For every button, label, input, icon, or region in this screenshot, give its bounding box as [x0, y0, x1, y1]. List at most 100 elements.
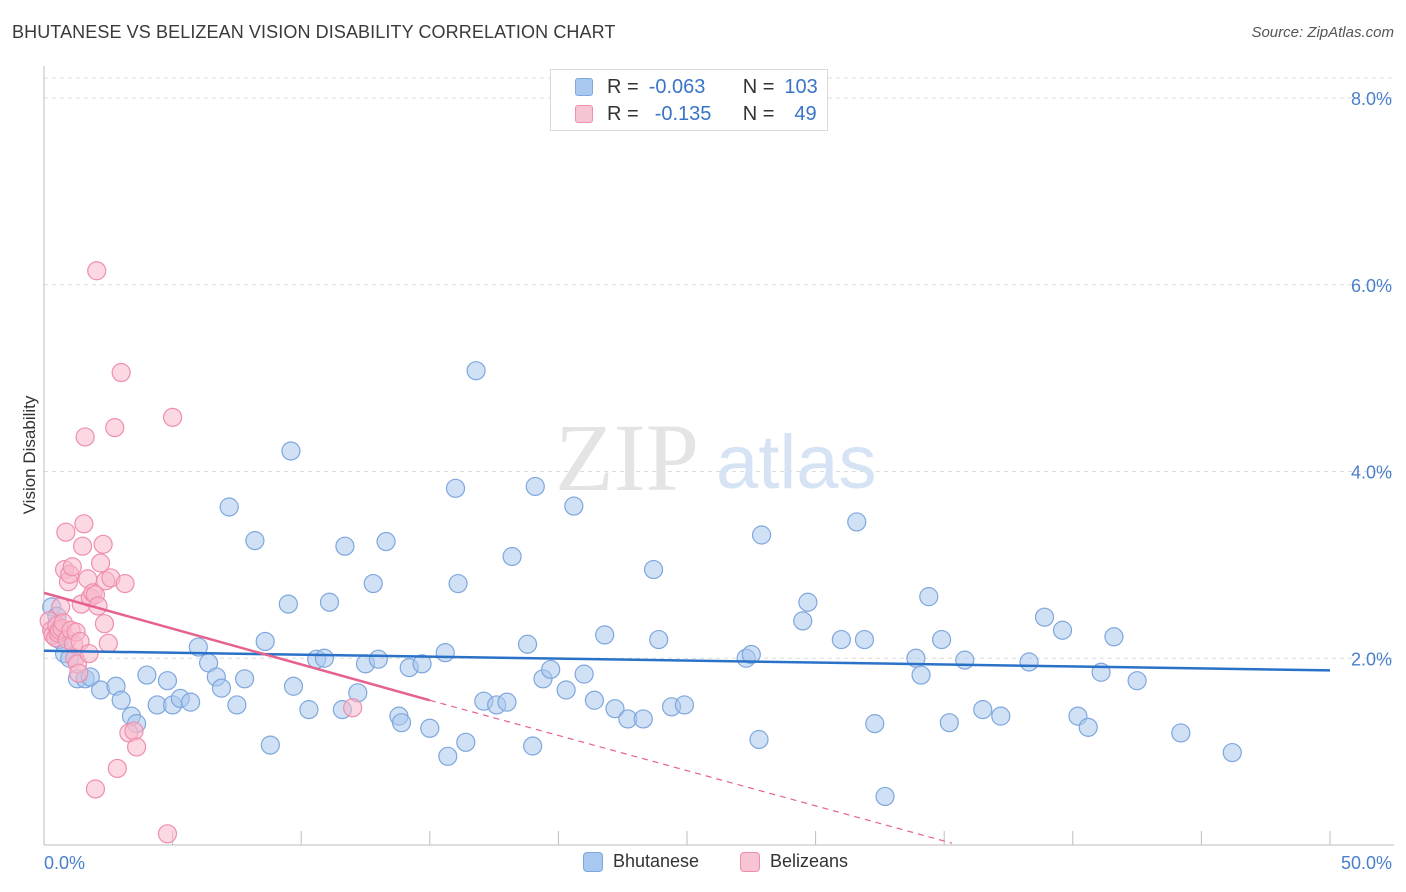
bhutanese-point — [445, 478, 466, 498]
belizeans-point — [124, 721, 144, 741]
bhutanese-point — [281, 441, 301, 461]
belizeans-point — [107, 758, 127, 779]
bhutanese-legend-swatch — [583, 851, 603, 872]
bhutanese-point — [111, 690, 131, 710]
bhutanese-point — [278, 594, 298, 614]
bhutanese-point — [875, 786, 895, 807]
legend-n-label: N = — [742, 75, 775, 98]
belizeans-point — [74, 514, 94, 534]
bhutanese-point — [793, 611, 813, 631]
bhutanese-point — [438, 746, 458, 766]
bhutanese-point — [919, 587, 939, 607]
belizeans-swatch — [575, 105, 593, 123]
bhutanese-point — [245, 531, 265, 551]
belizeans-point — [51, 597, 71, 617]
legend-r-label: R = — [607, 75, 639, 98]
bhutanese-point — [911, 665, 931, 685]
bhutanese-point — [939, 713, 959, 733]
y-tick-label: 6.0% — [1351, 276, 1392, 296]
belizeans-point — [94, 614, 115, 634]
bhutanese-point — [235, 669, 255, 689]
bhutanese-point — [466, 361, 486, 381]
bhutanese-point — [633, 709, 653, 729]
belizeans-point — [126, 737, 147, 757]
bhutanese-point — [157, 671, 178, 691]
belizeans-point — [56, 522, 76, 542]
bhutanese-point — [1104, 627, 1124, 647]
source-label: Source: ZipAtlas.com — [1251, 24, 1394, 41]
bhutanese-point — [564, 496, 584, 516]
bhutanese-point — [137, 665, 157, 685]
bhutanese-point — [188, 637, 208, 657]
bhutanese-point — [255, 631, 275, 652]
belizeans-point — [72, 536, 93, 556]
belizeans-point — [90, 553, 111, 573]
bhutanese-point — [448, 573, 468, 594]
bhutanese-point — [260, 735, 280, 755]
belizeans-point — [163, 407, 183, 427]
bottom-legend-bhutanese: Bhutanese — [583, 851, 699, 872]
bhutanese-point — [1052, 620, 1073, 640]
belizeans-point — [105, 418, 125, 438]
bhutanese-point — [211, 678, 232, 698]
y-tick-label: 8.0% — [1351, 89, 1392, 109]
bhutanese-point — [523, 736, 543, 756]
bhutanese-point — [376, 531, 396, 552]
bhutanese-point — [749, 729, 769, 750]
belizeans-point — [62, 557, 82, 577]
bhutanese-point — [595, 625, 615, 645]
bhutanese-point — [574, 664, 594, 684]
bhutanese-point — [391, 713, 412, 733]
legend-row-bhutanese: R = -0.063 N = 103 — [575, 74, 818, 100]
bhutanese-point — [741, 644, 761, 665]
bhutanese-point — [932, 629, 952, 650]
belizeans-legend-swatch — [740, 851, 760, 872]
chart-title: BHUTANESE VS BELIZEAN VISION DISABILITY … — [12, 22, 616, 42]
bhutanese-trend-line — [43, 649, 1331, 672]
bhutanese-point — [299, 700, 319, 720]
bhutanese-point — [584, 690, 605, 710]
bhutanese-point — [219, 497, 239, 517]
bhutanese-legend-label: Bhutanese — [613, 851, 700, 871]
bhutanese-point — [1222, 742, 1242, 763]
belizeans-point — [69, 663, 89, 683]
bhutanese-point — [865, 714, 885, 734]
bhutanese-point — [605, 699, 625, 719]
bhutanese-point — [847, 512, 867, 532]
legend-r-value-bhutanese: -0.063 — [648, 75, 706, 98]
belizeans-point — [85, 779, 106, 799]
bhutanese-point — [497, 692, 517, 712]
bhutanese-point — [973, 700, 993, 720]
bhutanese-point — [227, 695, 247, 715]
bhutanese-point — [556, 680, 576, 700]
bhutanese-point — [831, 629, 851, 650]
bhutanese-point — [991, 706, 1011, 726]
bhutanese-point — [643, 559, 664, 580]
bhutanese-point — [674, 695, 695, 715]
bhutanese-point — [751, 525, 772, 545]
belizeans-point — [115, 573, 135, 594]
bhutanese-point — [1034, 607, 1055, 627]
watermark-atlas: atlas — [716, 420, 877, 505]
axis-layer: 2.0% 4.0% 6.0% 8.0% — [43, 66, 1394, 846]
bhutanese-point — [368, 649, 388, 669]
bhutanese-point — [420, 718, 440, 738]
bhutanese-point — [1019, 652, 1039, 672]
bhutanese-point — [283, 676, 304, 696]
bhutanese-point — [541, 659, 561, 680]
belizeans-point — [79, 643, 99, 664]
bhutanese-point — [363, 573, 383, 594]
bhutanese-point — [955, 650, 975, 670]
legend-r-value-belizeans: -0.135 — [654, 102, 712, 125]
bhutanese-point — [525, 476, 545, 497]
legend-r-label: R = — [607, 102, 639, 125]
bhutanese-point — [181, 692, 201, 712]
correlation-legend: R = -0.063 N = 103 R = -0.135 N = 49 — [550, 69, 828, 131]
bhutanese-point — [502, 546, 522, 567]
belizeans-point — [75, 427, 95, 447]
bhutanese-point — [1127, 671, 1147, 691]
y-axis-label: Vision Disability — [20, 395, 39, 514]
x-tick-label-max: 50.0% — [1341, 853, 1392, 873]
bhutanese-point — [412, 654, 432, 674]
